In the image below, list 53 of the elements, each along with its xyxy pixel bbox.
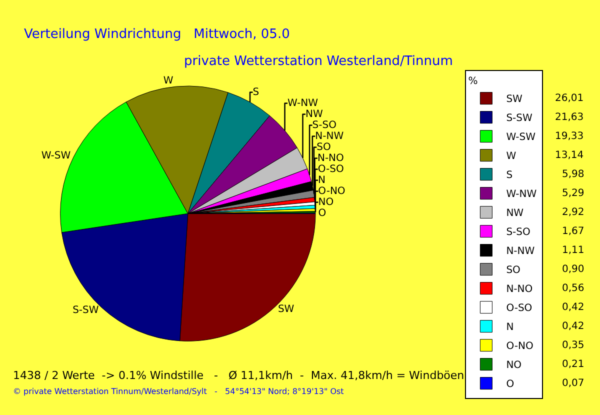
slice-label: O [318, 208, 326, 219]
data-label: 1,67 [562, 226, 584, 237]
data-label: 2,92 [562, 207, 584, 218]
data-label: 0,42 [562, 302, 584, 313]
data-label: 19,33 [555, 131, 584, 142]
data-label: 0,90 [562, 264, 584, 275]
data-label: 13,14 [555, 150, 584, 161]
legend-label: SO [506, 265, 521, 276]
slice-label: O-SO [318, 164, 344, 175]
legend-label: NO [506, 360, 522, 372]
slice-label: S [252, 86, 260, 98]
legend-label: S [506, 170, 513, 182]
slice-label: NO [318, 196, 334, 208]
legend-label: NW [506, 208, 524, 220]
slice-label: N-NW [315, 130, 344, 142]
data-label: 0,35 [562, 340, 584, 351]
text: © private Wetterstation Tinnum/Westerland/Sylt - 54°54'13" Nord; 8°19'13" Ost [13, 387, 344, 396]
slice-label: W [163, 76, 174, 87]
legend-label: N [506, 322, 514, 334]
legend-title: % [468, 76, 478, 87]
legend-label: N-NW [506, 246, 535, 258]
data-label: 0,07 [562, 378, 584, 389]
legend-label: N-NO [506, 284, 533, 296]
legend-label: SW [506, 94, 523, 106]
legend-label: S-SW [506, 113, 533, 124]
data-label: 1,11 [562, 245, 584, 256]
slice-label: W-NW [288, 98, 318, 109]
slice-label: N-NO [317, 152, 344, 164]
slice-label: O-NO [318, 186, 346, 197]
slice-label: S-SO [312, 120, 337, 131]
slice-label: W-SW [41, 150, 71, 162]
slice-label: S-SW [72, 305, 99, 316]
chart-subtitle: private Wetterstation Westerland/Tinnum [184, 54, 453, 69]
slice-label: NW [306, 108, 323, 120]
slice-label: SO [316, 142, 332, 153]
legend-label: O [506, 379, 514, 390]
data-label: 26,01 [555, 93, 584, 104]
text: 1438 / 2 Werte -> 0.1% Windstille - Ø 11,1km/h - Max. 41,8km/h = Windböen [13, 369, 464, 382]
legend-label: O-NO [506, 341, 534, 352]
legend-label: O-SO [506, 303, 532, 314]
chart-title: Verteilung Windrichtung Mittwoch, 05.0 [24, 27, 290, 42]
data-label: 21,63 [555, 112, 584, 123]
data-label: 5,29 [562, 188, 584, 199]
legend-label: W-NW [506, 189, 537, 200]
data-label: 0,21 [562, 359, 584, 370]
legend-label: W-SW [506, 132, 536, 144]
data-label: 0,42 [562, 321, 584, 332]
data-label: 5,98 [562, 169, 584, 180]
legend-label: S-SO [506, 227, 531, 238]
slice-label: SW [278, 304, 294, 316]
slice-label: N [318, 174, 326, 186]
legend-label: W [506, 151, 516, 162]
data-label: 0,56 [562, 283, 584, 294]
